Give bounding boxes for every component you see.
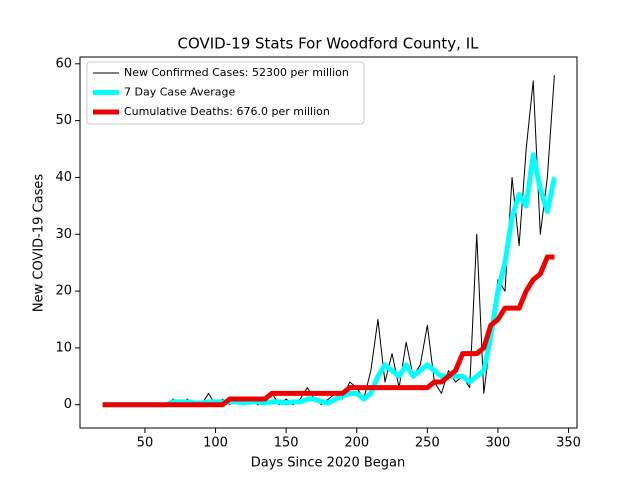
x-tick-label: 100 (203, 436, 228, 451)
legend-label: Cumulative Deaths: 676.0 per million (124, 105, 330, 118)
y-axis-label: New COVID-19 Cases (32, 174, 47, 312)
y-tick-label: 20 (55, 284, 72, 299)
x-axis-label: Days Since 2020 Began (251, 456, 406, 471)
data-line (102, 152, 557, 408)
y-tick-label: 0 (64, 397, 72, 412)
legend-label: New Confirmed Cases: 52300 per million (124, 66, 349, 79)
y-tick-label: 30 (55, 227, 72, 242)
x-tick-label: 200 (344, 436, 369, 451)
x-tick-label: 150 (274, 436, 299, 451)
legend-box (86, 61, 365, 125)
data-line (102, 254, 555, 408)
x-tick-label: 250 (415, 436, 440, 451)
y-tick-label: 40 (55, 170, 72, 185)
x-tick-label: 350 (556, 436, 581, 451)
chart-title: COVID-19 Stats For Woodford County, IL (177, 35, 479, 53)
plot-frame (79, 56, 578, 429)
y-tick-label: 60 (55, 56, 72, 71)
legend-label: 7 Day Case Average (124, 86, 236, 99)
legend: New Confirmed Cases: 52300 per million 7 … (86, 61, 365, 125)
y-tick-label: 10 (55, 340, 72, 355)
y-tick-label: 50 (55, 113, 72, 128)
x-tick-label: 300 (486, 436, 511, 451)
x-tick-label: 50 (137, 436, 154, 451)
